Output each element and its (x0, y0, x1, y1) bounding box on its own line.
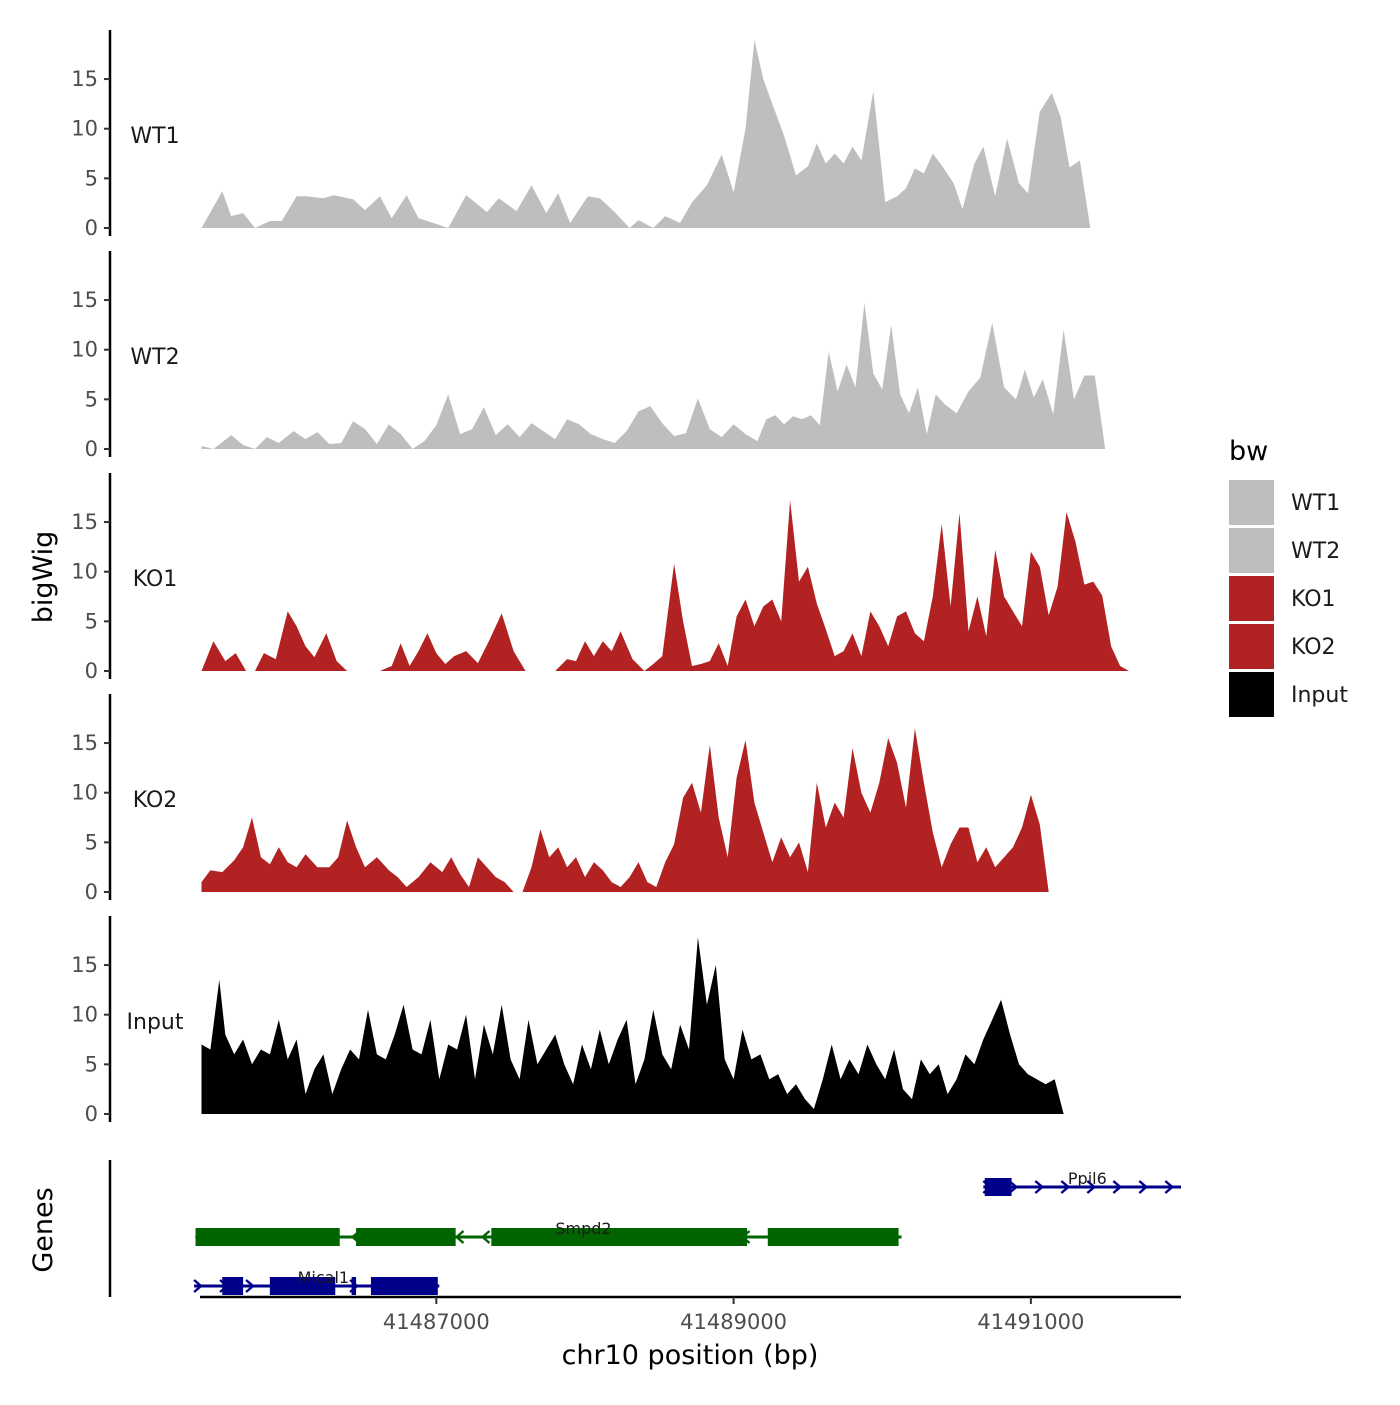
y-tick-label: 10 (71, 560, 98, 584)
gene-exon (984, 1178, 1012, 1196)
gene-exon (370, 1277, 438, 1295)
gene-smpd2: Smpd2 (194, 1219, 902, 1246)
y-tick-label: 15 (71, 731, 98, 755)
area-ko1 (201, 500, 1180, 671)
strand-arrow (480, 1230, 491, 1244)
y-tick-label: 5 (85, 609, 98, 633)
legend-swatch-wt2 (1229, 528, 1274, 573)
track-panel-ko2: 0 5 10 15 KO2 (71, 694, 1177, 904)
gene-exon (767, 1228, 899, 1246)
y-axis-title: bigWig (28, 531, 59, 624)
strand-arrow (1112, 1180, 1123, 1194)
y-tick-label: 10 (71, 117, 98, 141)
gene-label: Ppil6 (1068, 1169, 1107, 1188)
legend-label-wt2: WT2 (1291, 539, 1340, 564)
area-wt2 (201, 303, 1177, 449)
gene-exon (269, 1277, 336, 1295)
track-label-input: Input (127, 1010, 184, 1035)
strand-arrow (245, 1279, 255, 1293)
x-tick-label: 41487000 (383, 1310, 490, 1334)
track-panel-ko1: 0 5 10 15 KO1 (71, 473, 1180, 683)
y-tick-label: 10 (71, 1003, 98, 1027)
track-panel-input: 0 5 10 15 Input (71, 916, 1177, 1126)
y-tick-label: 15 (71, 67, 98, 91)
strand-arrow (454, 1230, 465, 1244)
strand-arrow (1086, 1180, 1097, 1194)
track-label-wt1: WT1 (130, 124, 179, 149)
track-panel-wt2: 0 5 10 15 WT2 (71, 251, 1177, 461)
area-input (201, 937, 1177, 1114)
y-tick-label: 5 (85, 387, 98, 411)
track-label-ko2: KO2 (133, 788, 178, 813)
gene-exon (491, 1228, 747, 1246)
legend-swatch-ko1 (1229, 576, 1274, 621)
y-tick-label: 15 (71, 953, 98, 977)
gene-mical1: Mical1 (193, 1268, 440, 1295)
genes-axis-title: Genes (28, 1187, 59, 1272)
gene-track: Ppil6 Smpd2 Mical1 (108, 1160, 1181, 1297)
x-tick-label: 41491000 (977, 1310, 1084, 1334)
strand-arrow (1164, 1180, 1175, 1194)
y-tick-label: 5 (85, 1052, 98, 1076)
gene-label: Smpd2 (555, 1219, 611, 1238)
gene-exon (195, 1228, 340, 1246)
legend-swatch-input (1229, 672, 1274, 717)
gene-exon (356, 1228, 456, 1246)
gene-exon (222, 1277, 244, 1295)
legend-label-wt1: WT1 (1291, 491, 1340, 516)
y-tick-label: 0 (85, 1102, 98, 1126)
strand-arrow (1060, 1180, 1071, 1194)
gene-ppil6: Ppil6 (982, 1169, 1181, 1196)
legend-swatch-ko2 (1229, 624, 1274, 669)
y-tick-label: 0 (85, 216, 98, 240)
y-tick-label: 5 (85, 166, 98, 190)
y-tick-label: 10 (71, 338, 98, 362)
strand-arrow (1138, 1180, 1149, 1194)
y-tick-label: 0 (85, 437, 98, 461)
x-axis-title: chr10 position (bp) (562, 1340, 819, 1371)
x-axis: 41487000 41489000 41491000 (200, 1295, 1181, 1334)
gene-exon (351, 1277, 357, 1295)
strand-arrow (193, 1279, 203, 1293)
y-tick-label: 15 (71, 510, 98, 534)
legend: bw WT1 WT2 KO1 KO2 Input (1229, 436, 1348, 717)
signal-tracks: 0 5 10 15 WT1 0 5 10 15 WT2 0 5 10 15 KO1 0 5 10 15 KO2 0 5 10… (71, 30, 1180, 1126)
y-tick-label: 0 (85, 659, 98, 683)
y-tick-label: 5 (85, 830, 98, 854)
y-tick-label: 10 (71, 781, 98, 805)
x-tick-label: 41489000 (680, 1310, 787, 1334)
track-panel-wt1: 0 5 10 15 WT1 (71, 30, 1177, 240)
legend-label-ko1: KO1 (1291, 587, 1336, 612)
legend-title: bw (1229, 436, 1268, 467)
track-label-wt2: WT2 (130, 345, 179, 370)
area-wt1 (201, 40, 1177, 228)
legend-label-ko2: KO2 (1291, 635, 1336, 660)
strand-arrow (1008, 1180, 1019, 1194)
area-ko2 (201, 728, 1177, 892)
track-label-ko1: KO1 (133, 567, 178, 592)
legend-swatch-wt1 (1229, 480, 1274, 525)
y-tick-label: 15 (71, 288, 98, 312)
strand-arrow (1034, 1180, 1045, 1194)
gene-label: Mical1 (298, 1268, 349, 1287)
y-tick-label: 0 (85, 880, 98, 904)
legend-label-input: Input (1291, 683, 1348, 708)
